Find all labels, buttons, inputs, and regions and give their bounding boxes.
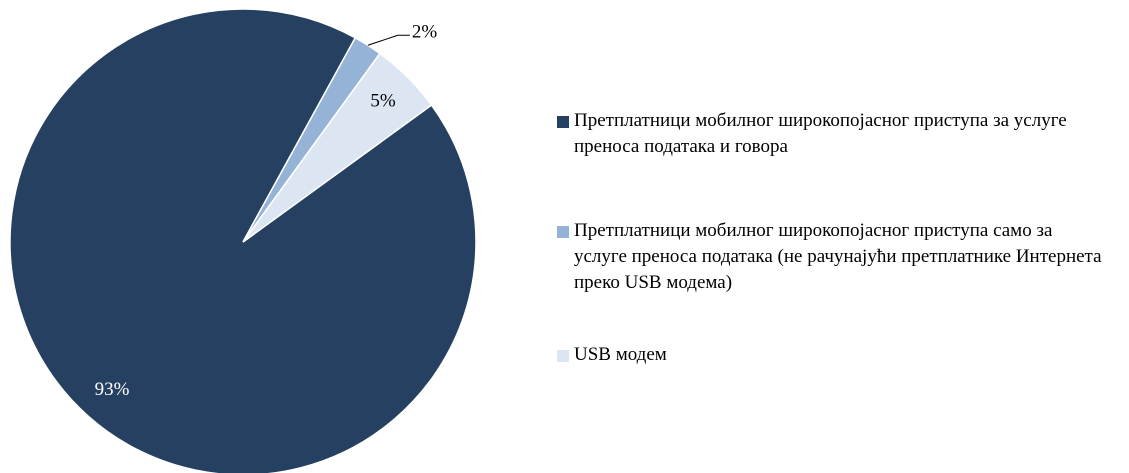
data-label: 2%: [412, 22, 438, 43]
legend-label: Претплатници мобилног широкопојасног при…: [574, 220, 1102, 293]
legend-swatch: [557, 226, 569, 238]
legend-item: USB модем: [557, 342, 1102, 368]
data-label: 5%: [370, 90, 396, 111]
legend-label: USB модем: [574, 344, 667, 365]
legend-swatch: [557, 116, 569, 128]
legend-item: Претплатници мобилног широкопојасног при…: [557, 218, 1102, 296]
leader-line: [367, 34, 410, 46]
legend: Претплатници мобилног широкопојасног при…: [557, 108, 1102, 368]
legend-swatch: [557, 350, 569, 362]
pie-slice: [242, 52, 433, 243]
legend-label: Претплатници мобилног широкопојасног при…: [574, 110, 1067, 157]
legend-item: Претплатници мобилног широкопојасног при…: [557, 108, 1102, 160]
data-label: 93%: [95, 379, 130, 400]
